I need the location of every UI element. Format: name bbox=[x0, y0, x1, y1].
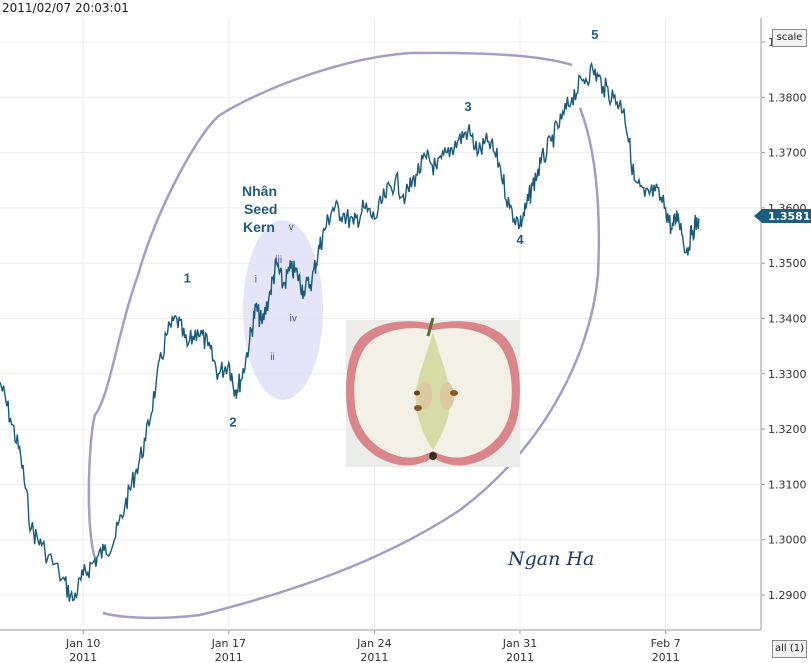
seed-label-vi: Nhân bbox=[242, 183, 277, 199]
x-tick-label: Jan 17 bbox=[211, 637, 246, 650]
x-tick-label: Jan 24 bbox=[356, 637, 391, 650]
y-tick-label: 1.3100 bbox=[768, 478, 807, 491]
x-tick-label: Jan 31 bbox=[502, 637, 537, 650]
y-tick-label: 1.3300 bbox=[768, 368, 807, 381]
apple-outline-right bbox=[102, 107, 601, 620]
seed-label-en: Seed bbox=[244, 201, 277, 217]
price-series-line bbox=[0, 61, 700, 602]
subwave-label-iii: iii bbox=[275, 255, 282, 266]
last-price-value: 1.3581 bbox=[768, 210, 810, 223]
x-tick-year: 2011 bbox=[652, 651, 680, 663]
y-tick-label: 1.2900 bbox=[768, 589, 807, 602]
wave-label-5: 5 bbox=[591, 27, 598, 42]
seed-label-de: Kern bbox=[243, 219, 275, 235]
seed-ellipse bbox=[243, 220, 323, 400]
wave-label-4: 4 bbox=[516, 232, 524, 247]
subwave-label-ii: ii bbox=[270, 352, 274, 363]
y-tick-label: 1.3700 bbox=[768, 147, 807, 160]
wave-labels: 1 2 3 4 5 bbox=[184, 27, 599, 429]
signature: Ngan Ha bbox=[507, 548, 594, 570]
scale-button[interactable]: scale bbox=[772, 29, 807, 47]
subwave-label-iv: iv bbox=[290, 313, 297, 324]
subwave-label-v: v bbox=[289, 222, 294, 233]
all-button[interactable]: all (1) bbox=[772, 640, 807, 658]
last-price-tag: 1.3581 bbox=[754, 209, 811, 223]
wave-label-3: 3 bbox=[464, 99, 471, 114]
chart-timestamp: 2011/02/07 20:03:01 bbox=[2, 1, 129, 15]
x-tick-year: 2011 bbox=[215, 651, 243, 663]
x-tick-year: 2011 bbox=[69, 651, 97, 663]
subwave-label-i: i bbox=[255, 275, 257, 286]
y-tick-label: 1.3000 bbox=[768, 534, 807, 547]
y-tick-label: 1.3200 bbox=[768, 423, 807, 436]
y-tick-label: 1.3500 bbox=[768, 257, 807, 270]
y-tick-label: 1.3800 bbox=[768, 91, 807, 104]
x-tick-label: Jan 10 bbox=[65, 637, 100, 650]
apple-image bbox=[346, 317, 520, 467]
y-tick-label: 1.3400 bbox=[768, 313, 807, 326]
wave-label-1: 1 bbox=[184, 271, 191, 286]
x-tick-label: Feb 7 bbox=[651, 637, 681, 650]
wave-label-2: 2 bbox=[229, 414, 236, 429]
grid-lines bbox=[0, 18, 761, 630]
x-tick-year: 2011 bbox=[506, 651, 534, 663]
apple-outline-curve bbox=[87, 51, 573, 564]
y-axis-ticks: 1.2900 1.3000 1.3100 1.3200 1.3300 1.3400 1.35… bbox=[761, 36, 807, 602]
x-tick-year: 2011 bbox=[360, 651, 388, 663]
